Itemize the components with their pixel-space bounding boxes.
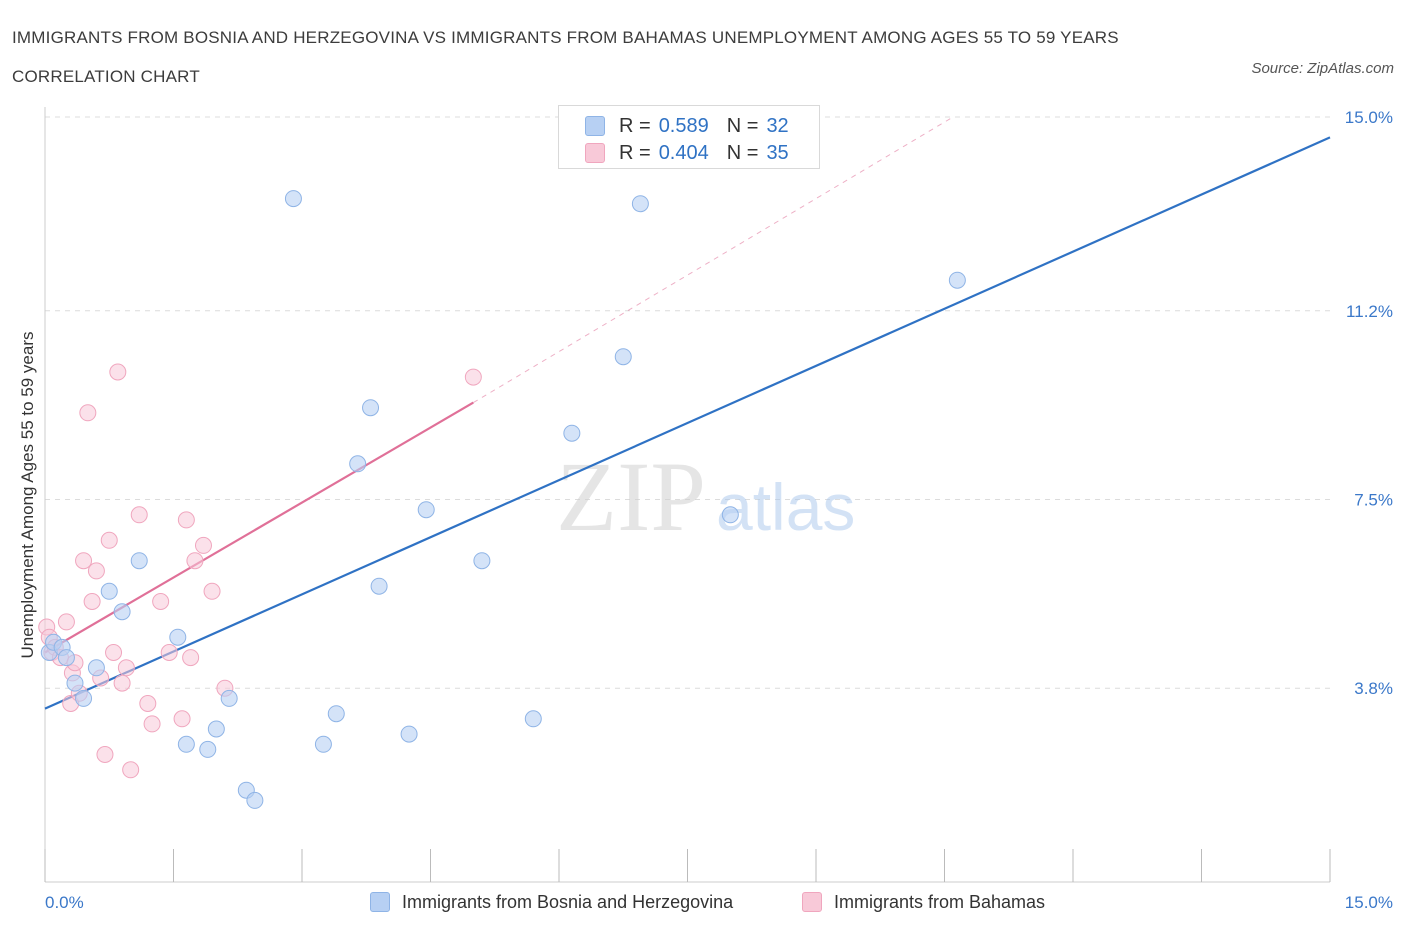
data-point-bahamas — [87, 562, 105, 580]
legend-r-value: 0.589 — [658, 114, 709, 137]
data-point-bahamas — [100, 531, 118, 549]
data-point-bosnia — [400, 725, 418, 743]
data-point-bosnia — [66, 674, 84, 692]
y-tick-label: 15.0% — [1345, 108, 1393, 127]
y-tick-label: 3.8% — [1354, 679, 1393, 698]
bottom-legend-swatch-pink — [802, 892, 822, 912]
data-point-bahamas — [182, 649, 200, 667]
data-point-bosnia — [563, 424, 581, 442]
legend-n-label: N = — [726, 141, 759, 164]
data-point-bosnia — [246, 791, 264, 809]
data-point-bahamas — [173, 710, 191, 728]
y-tick-label: 7.5% — [1354, 491, 1393, 510]
data-point-bahamas — [83, 593, 101, 610]
y-tick-label: 11.2% — [1346, 302, 1393, 321]
data-point-bosnia — [207, 720, 225, 738]
legend-n-value: 32 — [766, 114, 789, 137]
watermark-atlas: atlas — [716, 470, 855, 544]
chart-title: IMMIGRANTS FROM BOSNIA AND HERZEGOVINA V… — [12, 28, 1119, 86]
data-point-bahamas — [96, 746, 114, 763]
data-point-bosnia — [130, 552, 148, 570]
data-point-bosnia — [327, 705, 345, 723]
data-point-bahamas — [75, 552, 93, 570]
data-point-bahamas — [117, 659, 135, 677]
data-point-bosnia — [57, 649, 75, 667]
trend-line-bahamas-extension — [473, 116, 954, 404]
data-point-bosnia — [284, 190, 302, 208]
axes — [44, 107, 1331, 883]
data-point-bosnia — [75, 689, 93, 707]
data-point-bahamas — [139, 695, 157, 712]
data-point-bosnia — [362, 399, 380, 417]
trend-line-bosnia — [44, 136, 1331, 710]
data-point-bosnia — [100, 582, 118, 600]
legend-r-label: R = — [619, 141, 651, 164]
stats-legend: R = 0.589 N = 32 R = 0.404 N = 35 — [558, 105, 820, 169]
data-point-bahamas — [152, 593, 170, 610]
data-point-bahamas — [130, 506, 148, 524]
bottom-legend-bosnia: Immigrants from Bosnia and Herzegovina — [370, 890, 733, 914]
bottom-legend-label-bahamas: Immigrants from Bahamas — [834, 891, 1046, 912]
data-point-bahamas — [160, 644, 178, 661]
data-point-bosnia — [524, 710, 542, 728]
data-point-bahamas — [105, 644, 123, 661]
data-point-bahamas — [143, 715, 161, 733]
data-point-bosnia — [199, 740, 217, 758]
data-point-bahamas — [79, 404, 97, 422]
data-point-bahamas — [203, 582, 221, 600]
data-point-bosnia — [220, 689, 238, 707]
source-label: Source: ZipAtlas.com — [1251, 60, 1394, 77]
trend-line-bahamas — [44, 401, 474, 654]
bottom-legend-swatch-blue — [370, 892, 390, 912]
data-point-bosnia — [948, 271, 966, 289]
data-point-bahamas — [186, 552, 204, 570]
x-tick-label: 15.0% — [1345, 893, 1393, 912]
data-point-bahamas — [113, 674, 131, 692]
data-point-bosnia — [169, 628, 187, 646]
legend-n-label: N = — [726, 114, 759, 137]
data-point-bosnia — [370, 577, 388, 595]
data-points — [38, 190, 966, 809]
trend-lines — [44, 116, 1331, 710]
x-tick-label: 0.0% — [45, 893, 84, 912]
data-point-bosnia — [417, 501, 435, 519]
legend-r-label: R = — [619, 114, 651, 137]
data-point-bahamas — [464, 368, 482, 386]
legend-swatch-pink — [585, 143, 605, 163]
legend-n-value: 35 — [766, 141, 789, 164]
data-point-bahamas — [109, 363, 127, 381]
bottom-legend-bahamas: Immigrants from Bahamas — [802, 890, 1045, 914]
data-point-bahamas — [122, 761, 140, 779]
legend-row-bahamas: R = 0.404 N = 35 — [585, 139, 807, 167]
y-axis-label: Unemployment Among Ages 55 to 59 years — [18, 331, 37, 659]
legend-swatch-blue — [585, 116, 605, 136]
data-point-bosnia — [177, 735, 195, 753]
legend-r-value: 0.404 — [658, 141, 709, 164]
data-point-bosnia — [349, 455, 367, 473]
data-point-bosnia — [721, 506, 739, 524]
data-point-bahamas — [194, 536, 212, 554]
legend-row-bosnia: R = 0.589 N = 32 — [585, 112, 807, 140]
watermark-zip: ZIP — [556, 441, 706, 552]
data-point-bosnia — [473, 552, 491, 570]
data-point-bosnia — [113, 603, 131, 621]
data-point-bosnia — [87, 659, 105, 677]
tick-labels: 3.8% 7.5% 11.2% 15.0% 0.0% 15.0% — [45, 108, 1393, 912]
grid-lines — [45, 116, 1330, 689]
bottom-legend-label-bosnia: Immigrants from Bosnia and Herzegovina — [402, 891, 734, 912]
data-point-bosnia — [631, 195, 649, 213]
watermark: ZIP atlas — [556, 441, 855, 552]
data-point-bahamas — [57, 613, 75, 631]
data-point-bosnia — [614, 348, 632, 366]
data-point-bahamas — [177, 511, 195, 529]
data-point-bosnia — [314, 735, 332, 753]
